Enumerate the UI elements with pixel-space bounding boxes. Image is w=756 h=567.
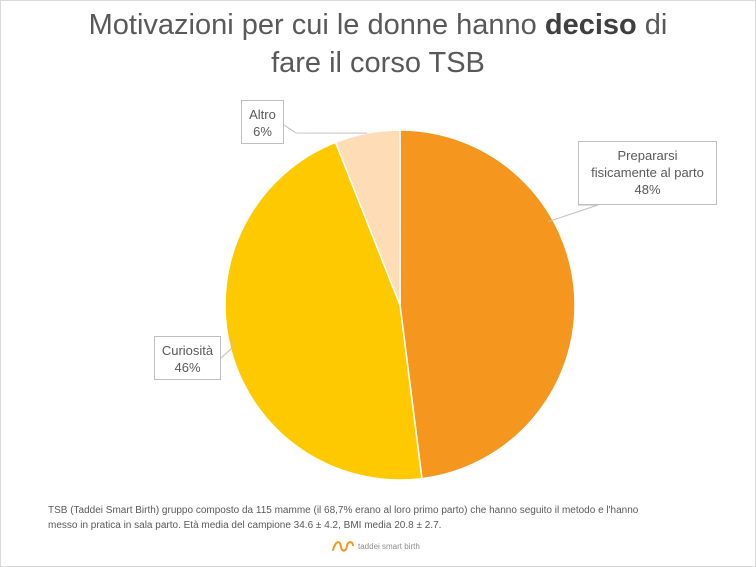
title-part2: di: [636, 9, 668, 41]
slice-label-prepararsi: Prepararsi fisicamente al parto 48%: [578, 141, 717, 205]
footnote: TSB (Taddei Smart Birth) gruppo composto…: [48, 503, 718, 533]
brand-text: taddei smart birth: [358, 541, 420, 551]
slice-label-curiosita-line1: Curiosità: [161, 343, 214, 358]
title-bold: deciso: [544, 9, 637, 41]
leader-line-altro: [283, 124, 368, 134]
chart-title: Motivazioni per cui le donne hanno decis…: [0, 6, 756, 82]
pie-slice-prepararsi: [399, 129, 576, 480]
title-line2: fare il corso TSB: [271, 47, 485, 79]
slice-label-prepararsi-line1: Prepararsi: [617, 148, 678, 163]
pie-slice-curiosita: [224, 141, 423, 481]
slice-label-curiosita: Curiosità 46%: [154, 336, 221, 380]
footnote-line2: messo in pratica in sala parto. Età medi…: [48, 520, 442, 531]
slice-label-altro-line1: Altro: [249, 107, 276, 122]
footnote-line1: TSB (Taddei Smart Birth) gruppo composto…: [48, 505, 639, 516]
title-part1: Motivazioni per cui le donne hanno: [88, 9, 545, 41]
slice-value-prepararsi: 48%: [634, 182, 661, 197]
slice-value-altro: 6%: [253, 124, 272, 139]
leader-line-curiosita: [220, 339, 233, 359]
slice-value-curiosita: 46%: [174, 360, 201, 375]
slice-label-prepararsi-line2: fisicamente al parto: [591, 165, 704, 180]
leader-line-prepararsi: [547, 204, 599, 223]
brand-logo-icon: [332, 541, 354, 552]
brand: taddei smart birth: [332, 537, 420, 555]
slice-label-altro: Altro 6%: [241, 100, 284, 144]
